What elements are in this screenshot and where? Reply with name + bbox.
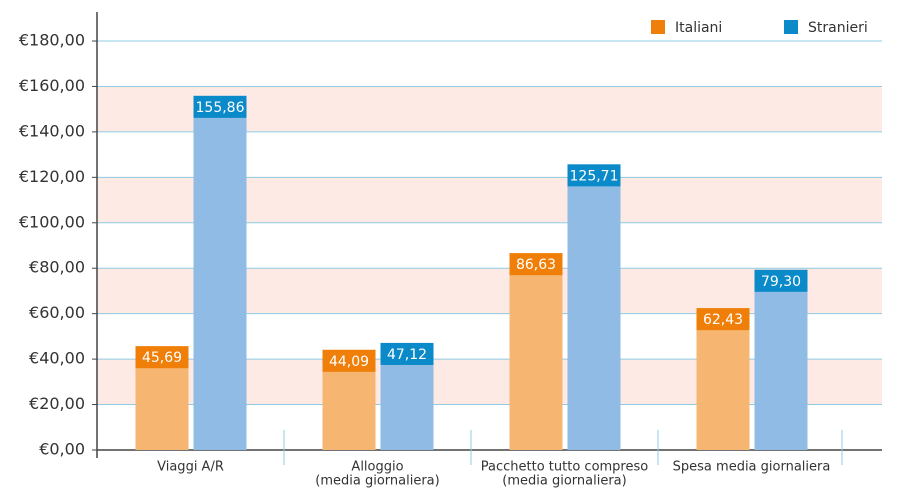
bar — [696, 308, 750, 450]
value-label: 62,43 — [703, 312, 743, 328]
y-tick-label: €160,00 — [19, 76, 85, 95]
bar-cap — [193, 95, 247, 118]
x-tick-label: (media giornaliera) — [502, 474, 626, 489]
x-tick-label: (media giornaliera) — [315, 474, 439, 489]
value-label: 79,30 — [761, 274, 801, 290]
legend-swatch — [784, 20, 798, 34]
bar — [754, 269, 808, 450]
bar-cap — [567, 164, 621, 187]
bar-cap — [696, 308, 750, 331]
bar — [567, 164, 621, 450]
bar-cap — [380, 342, 434, 365]
value-label: 47,12 — [387, 347, 427, 363]
y-tick-label: €20,00 — [29, 394, 85, 413]
legend-label: Italiani — [675, 20, 722, 36]
value-label: 86,63 — [516, 257, 556, 273]
value-label: 45,69 — [142, 350, 182, 366]
bar-cap — [322, 349, 376, 372]
y-tick-label: €140,00 — [19, 121, 85, 140]
legend-swatch — [651, 20, 665, 34]
y-tick-label: €0,00 — [39, 440, 85, 459]
y-tick-label: €40,00 — [29, 349, 85, 368]
y-tick-label: €180,00 — [19, 31, 85, 50]
value-label: 125,71 — [570, 168, 619, 184]
bar-cap — [754, 269, 808, 292]
y-tick-label: €120,00 — [19, 167, 85, 186]
x-tick-label: Viaggi A/R — [157, 460, 224, 475]
legend-label: Stranieri — [808, 20, 868, 36]
bar — [509, 253, 563, 450]
x-tick-label: Alloggio — [351, 460, 403, 475]
y-tick-label: €80,00 — [29, 258, 85, 277]
x-tick-label: Pacchetto tutto compreso — [481, 460, 648, 475]
bar-cap — [135, 346, 189, 369]
value-label: 44,09 — [329, 354, 369, 370]
bar — [193, 95, 247, 451]
value-label: 155,86 — [196, 100, 245, 116]
bar-cap — [509, 253, 563, 276]
y-tick-label: €100,00 — [19, 212, 85, 231]
y-tick-label: €60,00 — [29, 303, 85, 322]
x-tick-label: Spesa media giornaliera — [673, 460, 831, 475]
